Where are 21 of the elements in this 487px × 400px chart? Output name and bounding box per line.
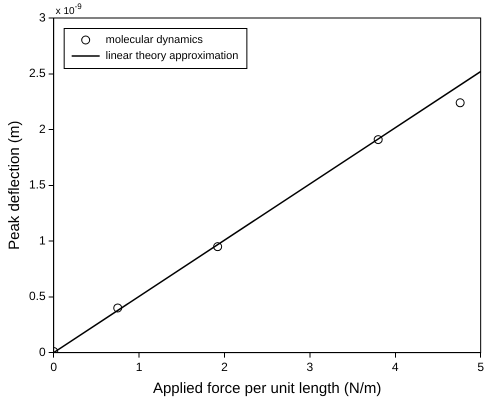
x-tick-label: 1 — [136, 360, 143, 374]
point — [374, 135, 383, 144]
y-tick-label: 1 — [38, 233, 46, 248]
y-tick-label: 3 — [38, 10, 46, 24]
x-axis-title: Applied force per unit length (N/m) — [152, 380, 382, 398]
point — [456, 98, 465, 108]
x-tick-label: 3 — [306, 360, 314, 374]
y-axis-title: Peak deflection (m) — [6, 120, 24, 250]
y-tick-label: 2.5 — [28, 66, 46, 80]
y-tick-label: 2 — [38, 122, 46, 136]
x-tick-label: 0 — [50, 360, 58, 374]
legend-label: linear theory approximation — [106, 50, 238, 62]
point — [213, 242, 222, 252]
x-tick-label: 4 — [392, 360, 399, 374]
y-tick-label: 1.5 — [28, 178, 46, 192]
point — [113, 303, 122, 312]
legend-label: molecular dynamics — [106, 34, 204, 46]
x-tick-label: 5 — [477, 360, 484, 374]
y-tick-label: 0.5 — [28, 289, 46, 304]
x-tick-label: 2 — [221, 360, 228, 374]
y-tick-label: 0 — [38, 344, 46, 359]
